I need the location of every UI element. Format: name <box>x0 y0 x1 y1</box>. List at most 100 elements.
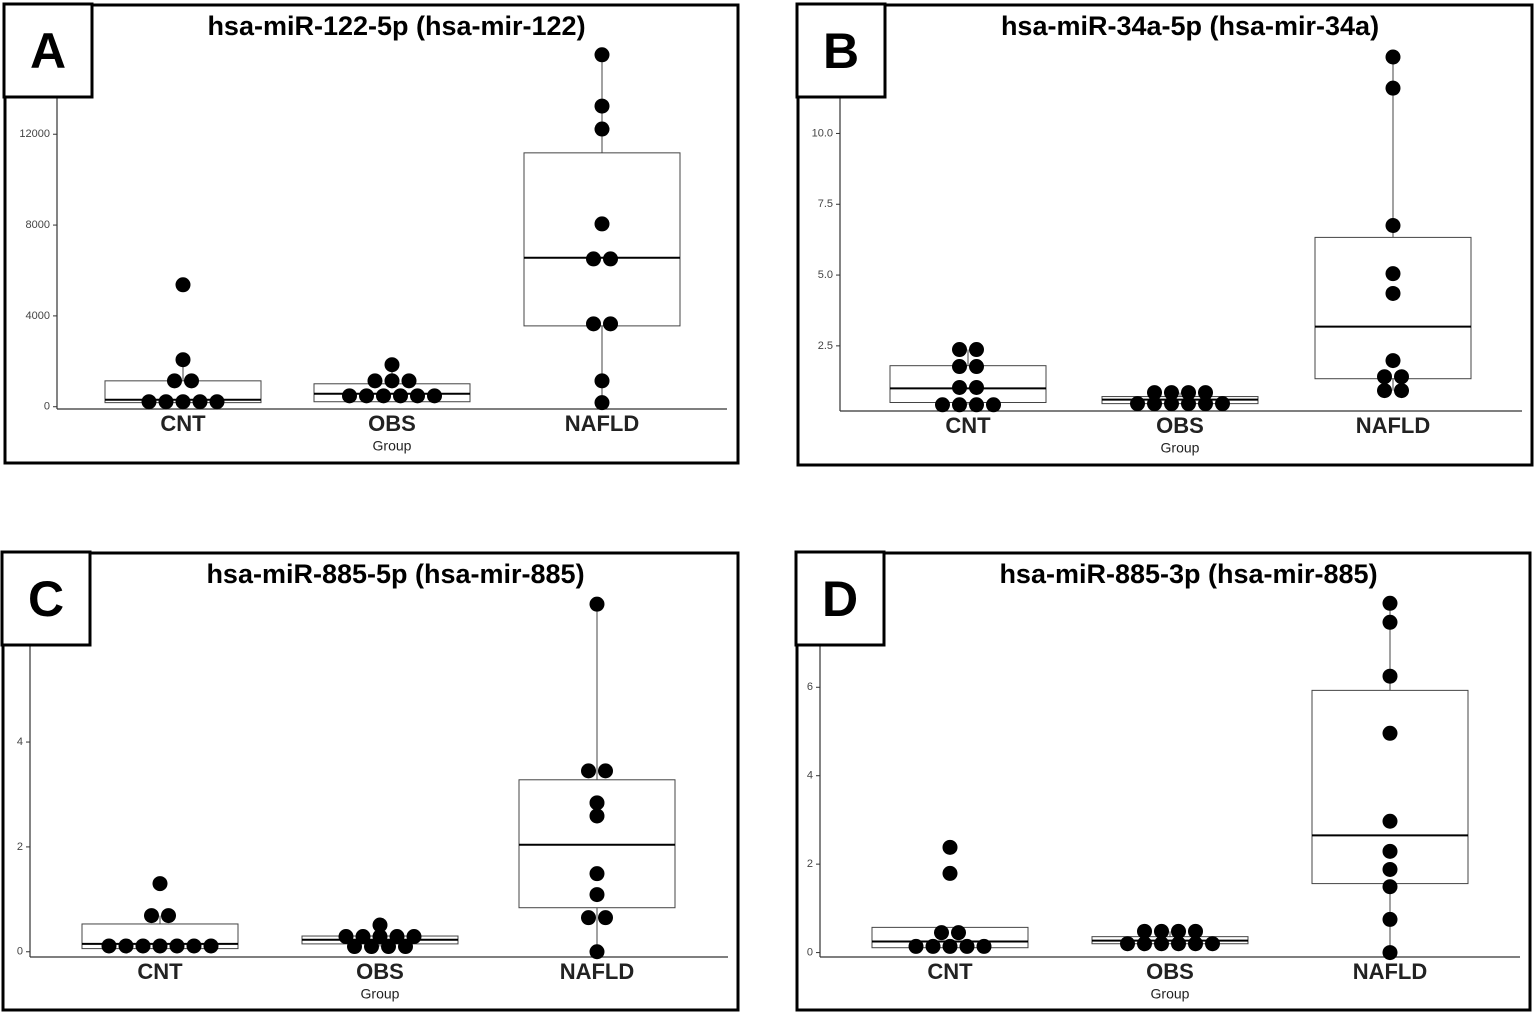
data-point <box>589 808 605 824</box>
data-point <box>192 394 208 410</box>
data-point <box>410 388 425 404</box>
panel-frame <box>3 3 740 465</box>
panel-label: A <box>30 23 66 79</box>
data-point <box>1188 936 1203 952</box>
data-point <box>969 397 984 413</box>
data-point <box>372 929 388 945</box>
data-point <box>1394 369 1409 385</box>
data-point <box>589 866 605 882</box>
data-point <box>359 388 374 404</box>
data-point <box>384 373 400 389</box>
data-point <box>935 397 950 413</box>
data-point <box>1137 936 1152 952</box>
data-point <box>951 925 966 941</box>
data-point <box>925 938 941 954</box>
data-point <box>952 359 967 375</box>
data-point <box>364 939 379 955</box>
data-point <box>589 887 605 903</box>
data-point <box>976 938 992 954</box>
panel-frame <box>795 551 1532 1012</box>
data-point <box>908 938 924 954</box>
data-point <box>1382 614 1398 630</box>
data-point <box>969 359 984 375</box>
y-tick-label: 6 <box>807 681 813 693</box>
panel-label: D <box>822 571 858 627</box>
data-point <box>175 277 191 293</box>
data-point <box>427 388 442 404</box>
data-point <box>389 929 405 945</box>
data-point <box>594 216 610 232</box>
data-point <box>175 394 191 410</box>
x-axis-label: Group <box>1161 440 1200 456</box>
data-point <box>1154 923 1169 939</box>
x-tick-label: OBS <box>368 411 416 436</box>
data-point <box>1205 936 1220 952</box>
x-axis-label: Group <box>361 986 400 1002</box>
data-point <box>581 910 596 926</box>
data-point <box>594 98 610 114</box>
data-point <box>594 47 610 63</box>
data-point <box>184 373 199 389</box>
data-point <box>598 910 613 926</box>
data-point <box>384 357 400 373</box>
data-point <box>167 373 182 389</box>
data-point <box>1188 923 1203 939</box>
data-point <box>581 763 596 779</box>
data-point <box>1382 725 1398 741</box>
data-point <box>141 394 157 410</box>
data-point <box>338 929 354 945</box>
y-tick-label: 12000 <box>19 128 50 140</box>
panel-label-box <box>795 2 887 99</box>
y-tick-label: 0 <box>17 946 23 958</box>
data-point <box>186 938 202 954</box>
data-point <box>203 938 219 954</box>
data-point <box>101 938 117 954</box>
data-point <box>586 316 601 332</box>
data-point <box>594 373 610 389</box>
data-point <box>1198 396 1213 412</box>
box <box>523 152 681 327</box>
x-tick-label: CNT <box>160 411 206 436</box>
x-tick-label: OBS <box>1156 413 1204 438</box>
data-point <box>406 929 422 945</box>
panel-label: B <box>823 23 859 79</box>
data-point <box>942 839 958 855</box>
y-tick-label: 5.0 <box>818 269 833 281</box>
data-point <box>152 938 168 954</box>
y-tick-label: 2 <box>17 841 23 853</box>
data-point <box>1382 595 1398 611</box>
x-tick-label: OBS <box>1146 959 1194 984</box>
data-point <box>381 939 396 955</box>
data-point <box>969 342 984 358</box>
data-point <box>1147 385 1162 401</box>
chart-title: hsa-miR-885-5p (hsa-mir-885) <box>206 559 584 589</box>
data-point <box>1130 396 1145 412</box>
data-point <box>942 865 958 881</box>
data-point <box>1171 936 1186 952</box>
data-point <box>1198 385 1213 401</box>
data-point <box>376 388 391 404</box>
data-point <box>594 395 610 411</box>
data-point <box>347 939 362 955</box>
x-tick-label: CNT <box>927 959 973 984</box>
data-point <box>1385 218 1401 233</box>
data-point <box>401 373 417 389</box>
y-tick-label: 2.5 <box>818 340 833 352</box>
data-point <box>1385 49 1401 65</box>
data-point <box>586 251 601 267</box>
data-point <box>603 316 618 332</box>
data-point <box>1164 385 1179 401</box>
data-point <box>598 763 613 779</box>
panel-frame <box>1 551 740 1012</box>
data-point <box>1382 668 1398 684</box>
data-point <box>1171 923 1186 939</box>
y-tick-label: 10.0 <box>812 127 833 139</box>
data-point <box>589 795 605 811</box>
data-point <box>169 938 185 954</box>
data-point <box>118 938 134 954</box>
data-point <box>1120 936 1135 952</box>
data-point <box>355 929 371 945</box>
panel-label-box <box>2 2 94 99</box>
data-point <box>1181 396 1196 412</box>
